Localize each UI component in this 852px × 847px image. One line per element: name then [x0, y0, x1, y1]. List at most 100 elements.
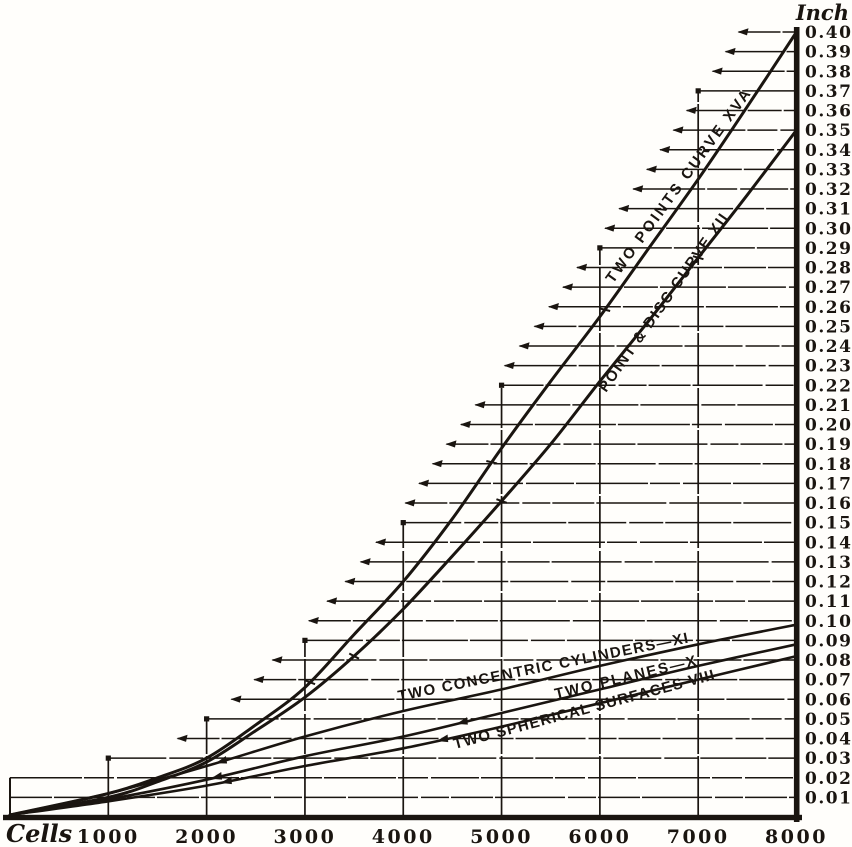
y-tick-label-0.21: 0.21 — [805, 396, 852, 416]
y-tick-label-0.10: 0.10 — [805, 612, 852, 632]
y-tick-label-0.04: 0.04 — [805, 730, 852, 750]
y-tick-label-0.36: 0.36 — [805, 102, 852, 122]
y-tick-label-0.07: 0.07 — [805, 671, 852, 691]
staircase-corner-dot — [302, 637, 308, 643]
y-tick-label-0.08: 0.08 — [805, 651, 852, 671]
y-tick-label-0.20: 0.20 — [805, 416, 852, 436]
gridline-arrow-tick — [417, 479, 429, 487]
y-tick-label-0.25: 0.25 — [805, 317, 852, 337]
y-tick-label-0.06: 0.06 — [805, 690, 852, 710]
curve-arrow-mark — [436, 734, 449, 743]
curve-tick-mark — [304, 679, 316, 686]
y-tick-label-0.38: 0.38 — [805, 62, 852, 82]
curve-arrow-mark — [220, 776, 232, 785]
staircase-corner-dot — [400, 520, 406, 526]
y-tick-label-0.05: 0.05 — [805, 710, 852, 730]
curve-two-spherical-surfaces-viii — [8, 654, 798, 817]
x-tick-label-6000: 6000 — [568, 826, 631, 847]
y-tick-label-0.34: 0.34 — [805, 141, 852, 161]
y-axis-title: Inch — [795, 0, 849, 25]
gridline-arrow-tick — [724, 47, 736, 56]
gridline-arrow-tick — [326, 597, 338, 605]
y-tick-label-0.12: 0.12 — [805, 573, 852, 593]
y-tick-label-0.39: 0.39 — [805, 43, 852, 63]
x-tick-label-5000: 5000 — [470, 826, 533, 847]
gridline-arrow-tick — [561, 283, 573, 291]
gridline-arrow-tick — [618, 204, 630, 213]
gridline-arrow-tick — [711, 67, 723, 75]
gridline-arrow-tick — [307, 616, 319, 625]
x-tick-label-8000: 8000 — [765, 826, 828, 847]
gridline-arrow-tick — [503, 361, 515, 370]
y-tick-label-0.32: 0.32 — [805, 180, 852, 200]
gridline-arrow-tick — [271, 656, 283, 664]
curve-arrow-mark — [456, 717, 468, 725]
y-tick-label-0.29: 0.29 — [805, 239, 852, 259]
y-tick-label-0.18: 0.18 — [805, 455, 852, 475]
x-tick-label-2000: 2000 — [175, 826, 238, 847]
y-tick-label-0.22: 0.22 — [805, 376, 852, 396]
gridline-arrow-tick — [374, 538, 386, 546]
curve-tick-mark — [348, 652, 360, 660]
y-tick-label-0.33: 0.33 — [805, 160, 852, 180]
y-tick-label-0.26: 0.26 — [805, 298, 852, 318]
y-tick-label-0.13: 0.13 — [805, 553, 852, 573]
gridline-arrow-tick — [230, 695, 242, 703]
gridline-arrow-tick — [632, 185, 644, 193]
gridline-arrow-tick — [253, 675, 265, 684]
gridline-arrow-tick — [645, 165, 657, 173]
y-tick-label-0.40: 0.40 — [805, 23, 852, 43]
gridline-arrow-tick — [575, 263, 587, 271]
x-tick-label-7000: 7000 — [667, 826, 730, 847]
gridline-arrow-tick — [176, 734, 188, 742]
curve-arrow-mark — [210, 772, 223, 780]
y-tick-label-0.11: 0.11 — [805, 592, 852, 612]
y-tick-label-0.37: 0.37 — [805, 82, 852, 102]
curve-arrow-mark — [215, 756, 228, 764]
gridline-arrow-tick — [533, 322, 545, 330]
gridline-arrow-tick — [474, 401, 486, 409]
x-tick-label-3000: 3000 — [273, 826, 336, 847]
y-tick-label-0.15: 0.15 — [805, 514, 852, 534]
staircase-corner-dot — [597, 245, 603, 251]
y-tick-label-0.19: 0.19 — [805, 435, 852, 455]
gridline-arrow-tick — [659, 145, 671, 154]
curve-tick-mark — [486, 460, 498, 465]
gridline-arrow-tick — [459, 420, 471, 428]
x-tick-label-4000: 4000 — [372, 826, 435, 847]
curve-two-points-xva — [8, 30, 798, 817]
y-tick-label-0.09: 0.09 — [805, 631, 852, 651]
staircase-corner-dot — [498, 382, 505, 388]
y-tick-label-0.02: 0.02 — [805, 769, 852, 789]
staircase-corner-dot — [695, 88, 701, 94]
gridline-arrow-tick — [604, 224, 616, 232]
curve-tick-mark — [496, 498, 508, 504]
y-tick-label-0.23: 0.23 — [805, 357, 852, 377]
gridline-arrow-tick — [518, 342, 530, 350]
curve-two-concentric-cylinders-xi — [8, 623, 798, 817]
x-tick-label-1000: 1000 — [77, 826, 140, 847]
bottom-axis — [3, 814, 802, 821]
gridline-arrow-tick — [737, 28, 749, 36]
y-tick-label-0.24: 0.24 — [805, 337, 852, 357]
y-tick-label-0.16: 0.16 — [805, 494, 852, 514]
gridline-arrow-tick — [359, 558, 371, 566]
staircase-corner-dot — [204, 716, 210, 722]
curve-tick-mark — [599, 307, 611, 312]
x-axis-title: Cells — [6, 819, 73, 847]
curve-two-planes-x — [8, 643, 798, 817]
gridline-arrow-tick — [547, 302, 559, 311]
gridline-arrow-tick — [431, 459, 443, 468]
staircase-corner-dot — [105, 755, 111, 761]
gridline-arrow-tick — [445, 440, 457, 448]
gridline-arrow-tick — [672, 126, 684, 134]
curve-tick-mark — [692, 255, 704, 261]
y-tick-label-0.35: 0.35 — [805, 121, 852, 141]
right-axis — [793, 27, 800, 822]
y-tick-label-0.31: 0.31 — [805, 200, 852, 220]
y-tick-label-0.28: 0.28 — [805, 259, 852, 279]
y-tick-label-0.01: 0.01 — [805, 788, 852, 808]
y-tick-label-0.14: 0.14 — [805, 533, 852, 553]
